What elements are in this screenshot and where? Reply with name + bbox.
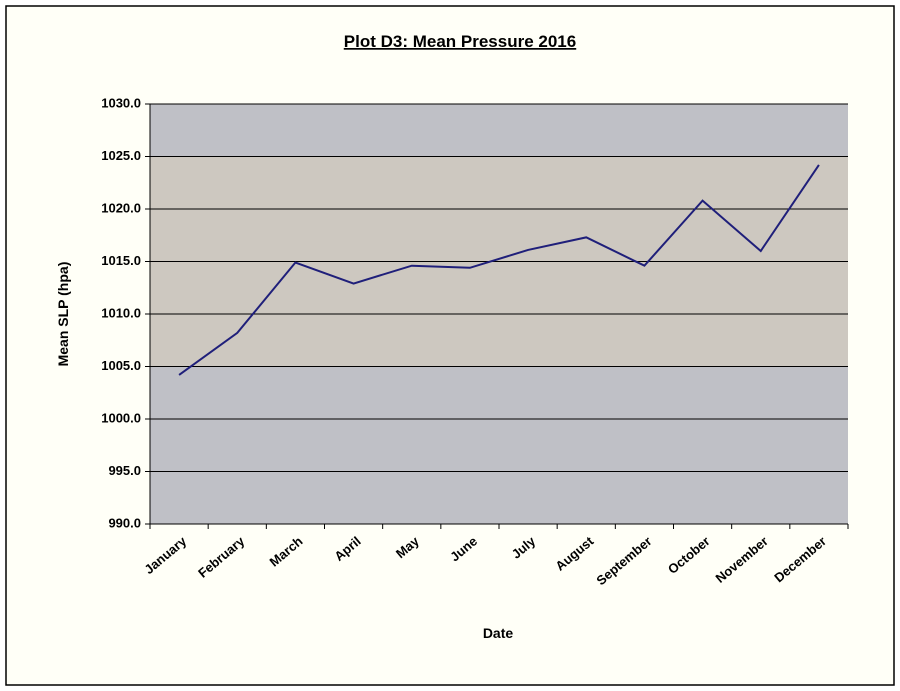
y-tick-label: 1020.0 [101,200,141,215]
x-axis-label: Date [483,625,514,641]
y-tick-label: 1015.0 [101,253,141,268]
y-tick-label: 1030.0 [101,95,141,110]
y-tick-label: 1025.0 [101,148,141,163]
y-tick-label: 1010.0 [101,305,141,320]
data-line [178,164,820,376]
y-tick-label: 995.0 [108,463,141,478]
y-tick-label: 1005.0 [101,358,141,373]
y-tick-label: 1000.0 [101,410,141,425]
y-tick-label: 990.0 [108,515,141,530]
chart-title: Plot D3: Mean Pressure 2016 [344,32,576,51]
y-axis-label: Mean SLP (hpa) [55,262,71,367]
